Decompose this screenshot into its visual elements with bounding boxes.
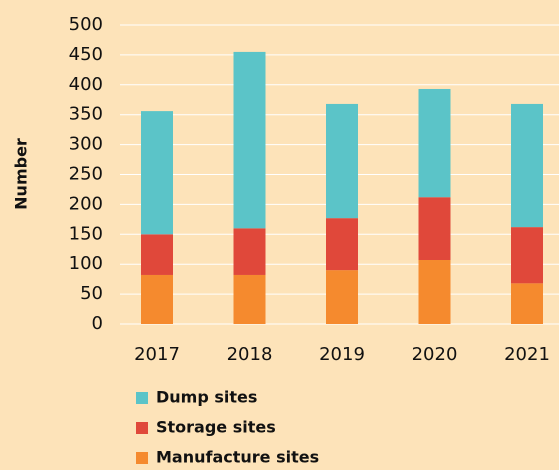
bar-segment <box>141 234 173 275</box>
bar-segment <box>233 228 266 275</box>
legend-swatch <box>136 422 148 434</box>
y-tick-label: 350 <box>69 104 103 125</box>
legend-label: Dump sites <box>156 388 257 407</box>
y-tick-label: 200 <box>69 193 103 214</box>
bar-segment <box>511 103 543 228</box>
bar-segment <box>418 88 451 198</box>
bar-segment <box>141 274 173 324</box>
y-tick-label: 100 <box>69 253 103 274</box>
y-tick-label: 400 <box>69 74 103 95</box>
y-tick-label: 450 <box>69 44 103 65</box>
bar-segment <box>326 218 358 271</box>
bar-segment <box>233 274 266 324</box>
bar-segment <box>418 260 451 324</box>
bar-segment <box>511 227 543 284</box>
legend-swatch <box>136 392 148 404</box>
legend-swatch <box>136 452 148 464</box>
legend-label: Manufacture sites <box>156 448 319 467</box>
bar-segment <box>326 103 358 219</box>
y-tick-label: 50 <box>80 283 103 304</box>
y-tick-label: 250 <box>69 164 103 185</box>
y-tick-label: 500 <box>69 14 103 35</box>
x-tick-label: 2018 <box>227 344 273 365</box>
bar-segment <box>141 111 173 235</box>
bar-segment <box>511 283 543 324</box>
y-tick-label: 150 <box>69 223 103 244</box>
legend-label: Storage sites <box>156 418 276 437</box>
x-tick-label: 2021 <box>504 344 550 365</box>
bar-segment <box>233 51 266 229</box>
x-tick-label: 2019 <box>319 344 365 365</box>
bar-segment <box>418 197 451 261</box>
bar-segment <box>326 270 358 324</box>
y-axis-title: Number <box>12 138 31 210</box>
x-tick-label: 2020 <box>412 344 458 365</box>
y-tick-label: 300 <box>69 134 103 155</box>
x-tick-label: 2017 <box>134 344 180 365</box>
y-tick-label: 0 <box>92 313 103 334</box>
